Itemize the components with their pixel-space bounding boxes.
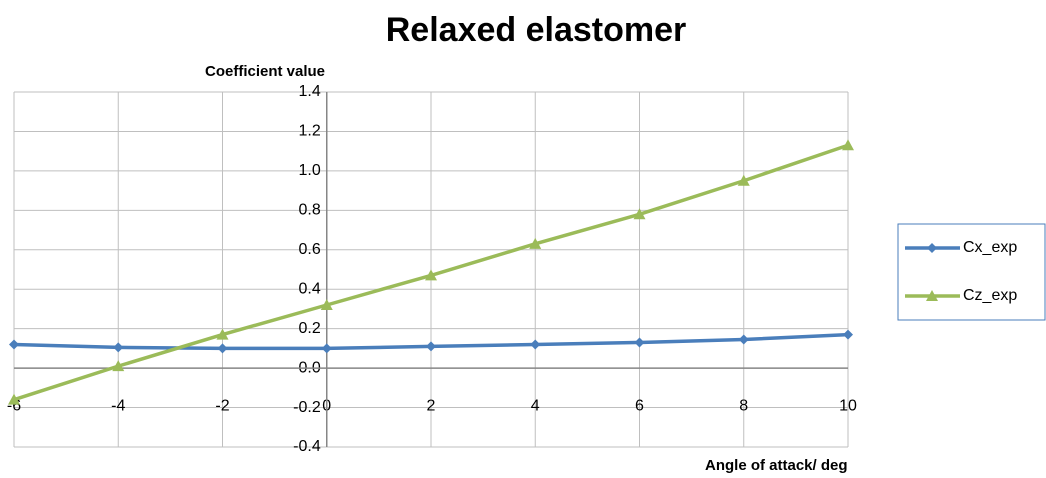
y-tick-label: 1.0: [299, 162, 321, 179]
data-point: [530, 339, 541, 350]
y-tick-label: 0.4: [299, 280, 321, 297]
y-tick-label: 0.2: [299, 320, 321, 337]
data-point: [738, 334, 749, 345]
x-tick-label: 2: [427, 397, 436, 414]
data-point: [425, 269, 437, 281]
data-point: [634, 337, 645, 348]
data-point: [216, 328, 229, 340]
data-point: [320, 299, 333, 310]
legend-marker: [926, 290, 938, 301]
x-tick-label: -2: [215, 397, 229, 414]
data-point: [112, 360, 125, 372]
legend-box: [897, 223, 1046, 321]
x-tick-label: 4: [531, 397, 540, 414]
y-tick-label: 1.2: [299, 123, 321, 140]
x-tick-label: -4: [111, 397, 125, 414]
data-point: [842, 139, 854, 151]
y-tick-label: 0.8: [299, 202, 321, 219]
data-point: [8, 393, 20, 405]
x-tick-label: 6: [635, 397, 644, 414]
data-point: [426, 341, 436, 352]
data-point: [321, 343, 332, 354]
data-point: [633, 208, 646, 220]
x-axis-title: Angle of attack/ deg: [705, 457, 848, 474]
y-tick-label: -0.4: [293, 438, 321, 455]
y-tick-label: -0.2: [293, 399, 321, 416]
x-tick-label: 8: [739, 397, 748, 414]
y-tick-label: 0.6: [299, 241, 321, 258]
data-point: [9, 339, 19, 350]
data-point: [843, 329, 853, 340]
y-axis-title: Coefficient value: [205, 63, 325, 80]
y-tick-label: 1.4: [299, 83, 321, 100]
legend-label: Cz_exp: [963, 287, 1017, 304]
data-point: [737, 174, 750, 186]
data-point: [113, 342, 124, 353]
legend-marker: [927, 243, 937, 253]
chart-title: Relaxed elastomer: [386, 11, 687, 49]
legend-label: Cx_exp: [963, 239, 1017, 256]
x-tick-label: 10: [839, 397, 857, 414]
data-point: [217, 343, 228, 354]
data-point: [529, 237, 542, 249]
